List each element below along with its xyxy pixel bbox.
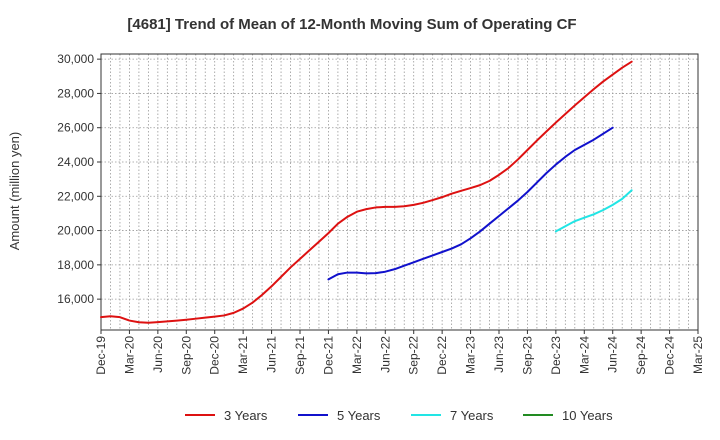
x-tick-label: Mar-21: [236, 336, 250, 374]
plot-area: [100, 53, 699, 331]
x-tick-label: Jun-23: [492, 336, 506, 373]
y-tick-label: 20,000: [57, 224, 94, 238]
x-tick-label: Mar-20: [122, 336, 136, 374]
legend-label: 7 Years: [450, 408, 494, 423]
series-line-7-years: [554, 189, 633, 233]
y-axis-label: Amount (million yen): [7, 132, 22, 251]
x-tick-label: Sep-22: [407, 336, 421, 375]
legend-label: 10 Years: [562, 408, 613, 423]
x-tick-label: Jun-21: [265, 336, 279, 373]
x-tick-label: Dec-20: [208, 336, 222, 375]
y-tick-label: 16,000: [57, 292, 94, 306]
series-lines: [100, 60, 633, 324]
y-tick-label: 22,000: [57, 189, 94, 203]
x-axis-ticks: Dec-19 Mar-20 Jun-20 Sep-20 Dec-20 Mar-21 Jun-…: [94, 330, 705, 375]
legend-label: 5 Years: [337, 408, 381, 423]
x-tick-label: Dec-23: [549, 336, 563, 375]
series-line-5-years: [327, 126, 614, 281]
x-tick-label: Dec-24: [663, 336, 677, 375]
series-line-3-years: [100, 60, 633, 324]
x-tick-label: Sep-20: [179, 336, 193, 375]
x-tick-label: Jun-22: [378, 336, 392, 373]
x-tick-label: Jun-20: [151, 336, 165, 373]
x-tick-label: Mar-23: [464, 336, 478, 374]
y-tick-label: 18,000: [57, 258, 94, 272]
x-tick-label: Sep-23: [520, 336, 534, 375]
y-tick-label: 24,000: [57, 155, 94, 169]
x-tick-label: Jun-24: [606, 336, 620, 373]
y-tick-label: 30,000: [57, 52, 94, 66]
x-tick-label: Mar-22: [350, 336, 364, 374]
x-tick-label: Sep-24: [634, 336, 648, 375]
x-tick-label: Mar-25: [691, 336, 705, 374]
x-tick-label: Mar-24: [577, 336, 591, 374]
grid: [101, 54, 698, 330]
chart-title: [4681] Trend of Mean of 12-Month Moving …: [127, 16, 576, 33]
x-tick-label: Sep-21: [293, 336, 307, 375]
y-tick-label: 26,000: [57, 121, 94, 135]
x-tick-label: Dec-21: [321, 336, 335, 375]
y-axis-ticks: 16,000 18,000 20,000 22,000 24,000 26,000 28,0…: [57, 52, 101, 306]
legend: 3 Years 5 Years 7 Years 10 Years: [185, 408, 613, 423]
x-tick-label: Dec-19: [94, 336, 108, 375]
legend-label: 3 Years: [224, 408, 268, 423]
x-tick-label: Dec-22: [435, 336, 449, 375]
y-tick-label: 28,000: [57, 86, 94, 100]
